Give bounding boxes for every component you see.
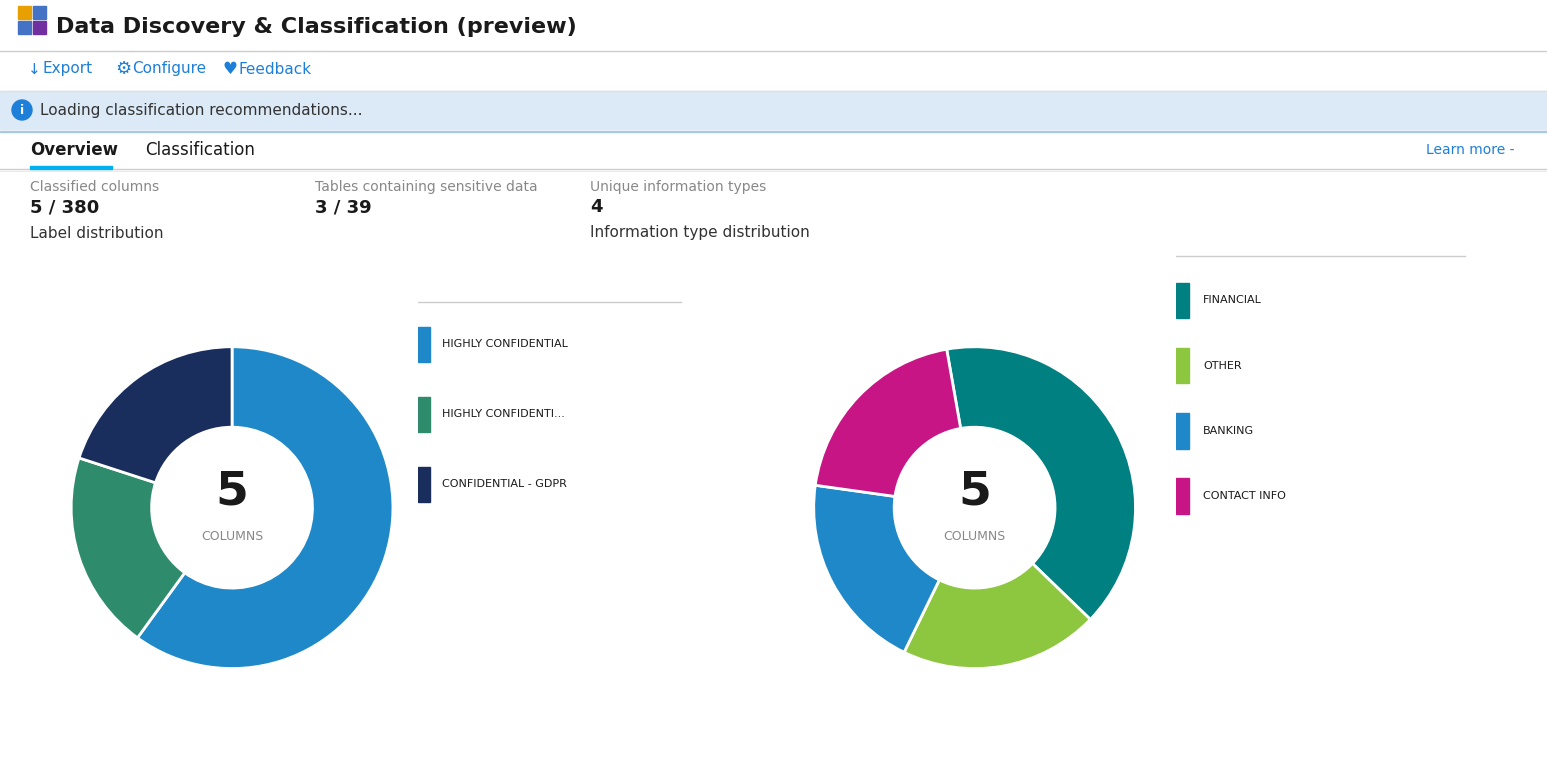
Bar xyxy=(0,91,1547,129)
Text: Unique information types: Unique information types xyxy=(589,180,766,194)
Text: OTHER: OTHER xyxy=(1204,361,1242,371)
Circle shape xyxy=(12,100,32,120)
Bar xyxy=(19,21,31,34)
Text: COLUMNS: COLUMNS xyxy=(944,530,1006,543)
Text: Overview: Overview xyxy=(29,141,118,159)
Text: 5: 5 xyxy=(958,469,992,514)
Text: Configure: Configure xyxy=(131,62,206,77)
Bar xyxy=(1176,348,1190,383)
Text: 4: 4 xyxy=(589,198,602,216)
Text: HIGHLY CONFIDENTIAL: HIGHLY CONFIDENTIAL xyxy=(442,339,568,349)
Text: Learn more -: Learn more - xyxy=(1426,143,1515,157)
Text: ↓: ↓ xyxy=(28,62,40,77)
Wedge shape xyxy=(71,458,184,638)
Wedge shape xyxy=(814,485,939,652)
Wedge shape xyxy=(903,564,1091,669)
Text: Tables containing sensitive data: Tables containing sensitive data xyxy=(316,180,538,194)
Text: Feedback: Feedback xyxy=(238,62,311,77)
Bar xyxy=(32,6,46,19)
Bar xyxy=(1176,479,1190,514)
Text: ♥: ♥ xyxy=(223,60,238,78)
Text: Classification: Classification xyxy=(145,141,255,159)
Bar xyxy=(0,130,1547,132)
Bar xyxy=(0,51,1547,91)
Text: BANKING: BANKING xyxy=(1204,426,1255,436)
Wedge shape xyxy=(947,347,1135,619)
Text: FINANCIAL: FINANCIAL xyxy=(1204,295,1262,305)
Text: HIGHLY CONFIDENTI...: HIGHLY CONFIDENTI... xyxy=(442,409,565,419)
Text: i: i xyxy=(20,104,25,116)
Text: CONTACT INFO: CONTACT INFO xyxy=(1204,491,1286,501)
Text: 3 / 39: 3 / 39 xyxy=(316,198,371,216)
Text: 5: 5 xyxy=(215,469,249,514)
Bar xyxy=(19,6,31,19)
Bar xyxy=(32,21,46,34)
Bar xyxy=(29,166,111,169)
Bar xyxy=(1176,283,1190,318)
Bar xyxy=(418,467,430,501)
Wedge shape xyxy=(815,349,961,497)
Text: ⚙: ⚙ xyxy=(114,60,131,78)
Wedge shape xyxy=(138,347,393,669)
Bar xyxy=(1176,413,1190,449)
Text: Classified columns: Classified columns xyxy=(29,180,159,194)
Text: CONFIDENTIAL - GDPR: CONFIDENTIAL - GDPR xyxy=(442,480,568,489)
Text: Data Discovery & Classification (preview): Data Discovery & Classification (preview… xyxy=(56,17,577,37)
Bar xyxy=(0,131,1547,169)
Text: Label distribution: Label distribution xyxy=(29,226,164,241)
Text: Loading classification recommendations...: Loading classification recommendations..… xyxy=(40,102,362,117)
Text: 5 / 380: 5 / 380 xyxy=(29,198,99,216)
Wedge shape xyxy=(79,347,232,483)
Text: Information type distribution: Information type distribution xyxy=(589,226,809,241)
Bar xyxy=(418,326,430,362)
Text: COLUMNS: COLUMNS xyxy=(201,530,263,543)
Text: Export: Export xyxy=(42,62,93,77)
Bar xyxy=(0,0,1547,51)
Bar xyxy=(418,397,430,432)
